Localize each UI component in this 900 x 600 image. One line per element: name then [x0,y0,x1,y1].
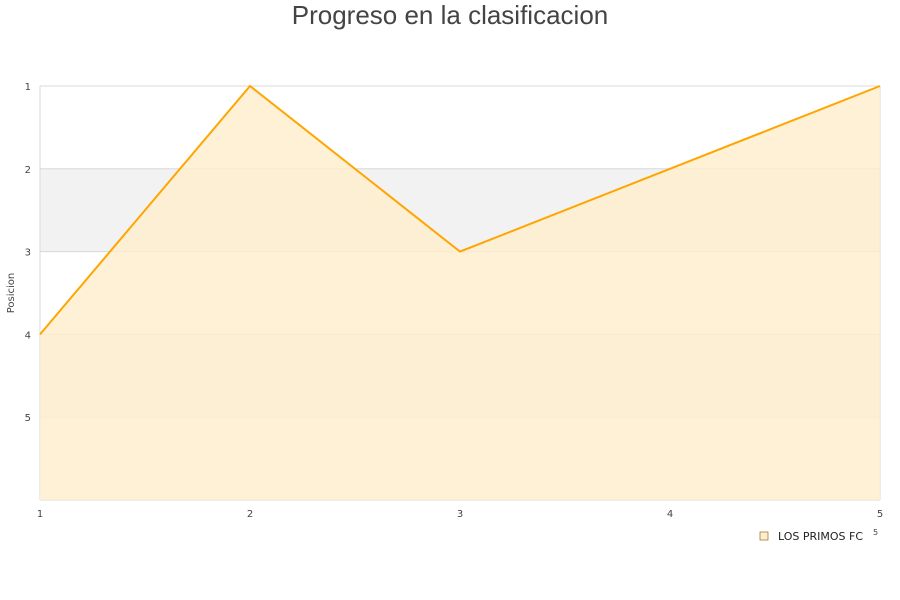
y-tick-label: 4 [25,330,31,341]
y-axis-ticks: 1 2 3 4 5 [25,82,31,424]
y-axis-label: Posicion [6,273,17,314]
chart-title: Progreso en la clasificacion [292,0,609,30]
x-tick-label: 1 [37,509,43,520]
legend[interactable]: LOS PRIMOS FC 5 [759,528,878,543]
x-tick-label: 2 [247,509,253,520]
y-tick-label: 2 [25,165,31,176]
legend-note: 5 [873,528,878,537]
x-tick-label: 3 [457,509,463,520]
y-tick-label: 1 [25,82,31,93]
y-tick-label: 5 [25,413,31,424]
x-tick-label: 4 [667,509,673,520]
y-tick-label: 3 [25,248,31,259]
series-fill [40,86,880,500]
x-tick-label: 5 [877,509,883,520]
x-axis-ticks: 1 2 3 4 5 [37,509,883,520]
series-area [39,84,881,500]
legend-label: LOS PRIMOS FC [778,530,863,543]
legend-swatch [759,531,769,541]
